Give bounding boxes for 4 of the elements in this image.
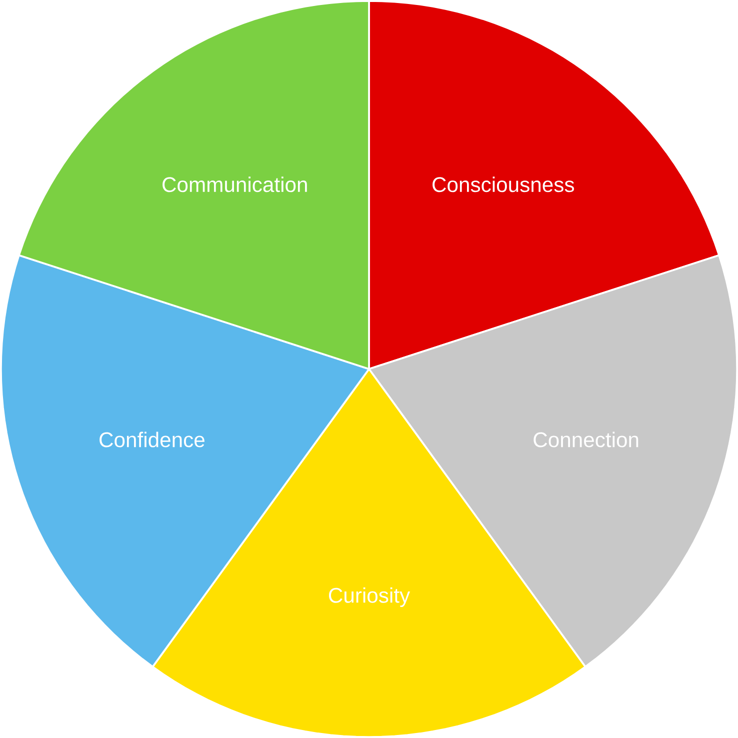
slice-label: Curiosity	[328, 587, 410, 608]
slice-label: Consciousness	[432, 176, 574, 192]
slice-label: Confidence	[100, 432, 204, 448]
slice-label: Communication	[162, 176, 307, 192]
